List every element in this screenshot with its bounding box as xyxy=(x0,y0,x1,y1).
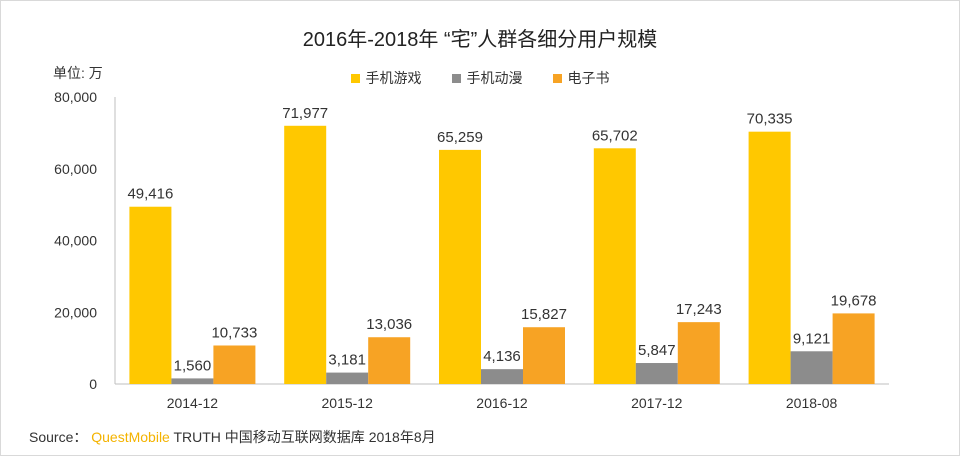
bar-mobile-games xyxy=(593,148,636,384)
y-tick-label: 20,000 xyxy=(54,304,97,320)
legend-item-mobile-games: 手机游戏 xyxy=(350,68,422,88)
legend-label-mobile-comics: 手机动漫 xyxy=(466,70,523,86)
legend-label-mobile-games: 手机游戏 xyxy=(365,70,422,86)
data-label: 65,702 xyxy=(592,127,638,144)
bar-ebooks xyxy=(213,345,256,384)
data-label: 9,121 xyxy=(793,330,831,347)
data-label: 4,136 xyxy=(483,348,521,365)
y-tick-label: 0 xyxy=(89,376,97,392)
bar-mobile-games xyxy=(129,206,172,384)
y-tick-label: 80,000 xyxy=(54,89,97,105)
bar-mobile-comics xyxy=(481,369,523,384)
bar-mobile-games xyxy=(748,131,791,384)
bar-mobile-comics xyxy=(635,363,678,384)
data-label: 17,243 xyxy=(676,301,722,318)
data-label: 1,560 xyxy=(174,357,212,374)
bar-mobile-games xyxy=(284,125,327,385)
legend: 手机游戏 手机动漫 电子书 xyxy=(1,68,959,88)
bar-ebooks xyxy=(523,327,565,384)
data-label: 15,827 xyxy=(521,306,567,323)
chart-title: 2016年-2018年 “宅”人群各细分用户规模 xyxy=(302,29,658,51)
y-tick-label: 40,000 xyxy=(54,233,97,249)
data-label: 65,259 xyxy=(437,129,483,146)
x-tick-label: 2016-12 xyxy=(476,395,528,411)
bar-mobile-comics xyxy=(790,351,833,384)
source-brand: QuestMobile xyxy=(91,429,170,445)
x-tick-label: 2018-08 xyxy=(786,395,838,411)
legend-swatch-ebooks xyxy=(552,73,562,83)
legend-item-ebooks: 电子书 xyxy=(552,68,610,88)
bar-ebooks xyxy=(368,337,411,384)
bar-mobile-comics xyxy=(171,378,214,384)
y-axis-unit-label: 单位: 万 xyxy=(53,65,103,81)
data-label: 71,977 xyxy=(282,105,328,122)
x-tick-label: 2015-12 xyxy=(322,395,374,411)
source-note: Source： QuestMobile TRUTH 中国移动互联网数据库 201… xyxy=(29,427,436,447)
data-label: 19,678 xyxy=(831,292,877,309)
data-label: 5,847 xyxy=(638,342,676,359)
x-tick-label: 2014-12 xyxy=(167,395,219,411)
data-label: 49,416 xyxy=(127,186,173,203)
data-label: 3,181 xyxy=(328,352,366,369)
y-tick-label: 60,000 xyxy=(54,161,97,177)
data-label: 70,335 xyxy=(747,111,793,128)
legend-swatch-mobile-games xyxy=(350,73,360,83)
bar-ebooks xyxy=(677,322,720,384)
source-prefix: Source： xyxy=(29,429,88,445)
source-text: TRUTH 中国移动互联网数据库 2018年8月 xyxy=(173,429,436,445)
data-label: 10,733 xyxy=(211,324,257,341)
bar-mobile-games xyxy=(439,149,481,384)
x-tick-label: 2017-12 xyxy=(631,395,683,411)
legend-swatch-mobile-comics xyxy=(451,73,461,83)
legend-item-mobile-comics: 手机动漫 xyxy=(451,68,523,88)
bar-ebooks xyxy=(832,313,875,384)
bar-mobile-comics xyxy=(326,372,369,384)
data-label: 13,036 xyxy=(366,316,412,333)
legend-label-ebooks: 电子书 xyxy=(567,70,610,86)
